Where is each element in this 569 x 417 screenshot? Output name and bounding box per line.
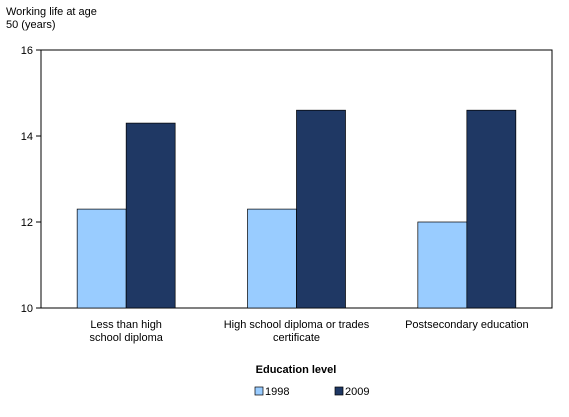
y-axis-title-line-1: Working life at age (6, 6, 97, 18)
y-axis: 10 12 14 16 (21, 45, 41, 315)
y-tick-label: 12 (21, 217, 33, 229)
category-label: school diploma (89, 332, 163, 344)
category-label: High school diploma or trades (224, 319, 370, 331)
legend-swatch-2009 (334, 386, 344, 396)
legend-swatch-1998 (254, 386, 264, 396)
bar-1998-1 (76, 208, 127, 309)
y-axis-title-line-2: 50 (years) (6, 19, 56, 31)
y-tick-label: 14 (21, 131, 33, 143)
y-tick-label: 10 (21, 303, 33, 315)
x-axis-title: Education level (256, 364, 337, 376)
bar-2009-3 (466, 109, 517, 309)
bar-2009-1 (125, 122, 176, 309)
y-axis-title: Working life at age 50 (years) (6, 6, 97, 31)
category-label: Less than high (90, 319, 162, 331)
legend-label-1998: 1998 (265, 386, 289, 398)
bar-1998-2 (247, 208, 297, 309)
legend: 1998 2009 (254, 386, 369, 398)
category-label: certificate (273, 332, 320, 344)
bars (76, 109, 517, 309)
bar-1998-3 (417, 221, 468, 309)
bar-2009-2 (296, 109, 346, 309)
category-label: Postsecondary education (405, 319, 529, 331)
y-tick-label: 16 (21, 45, 33, 57)
legend-label-2009: 2009 (345, 386, 369, 398)
